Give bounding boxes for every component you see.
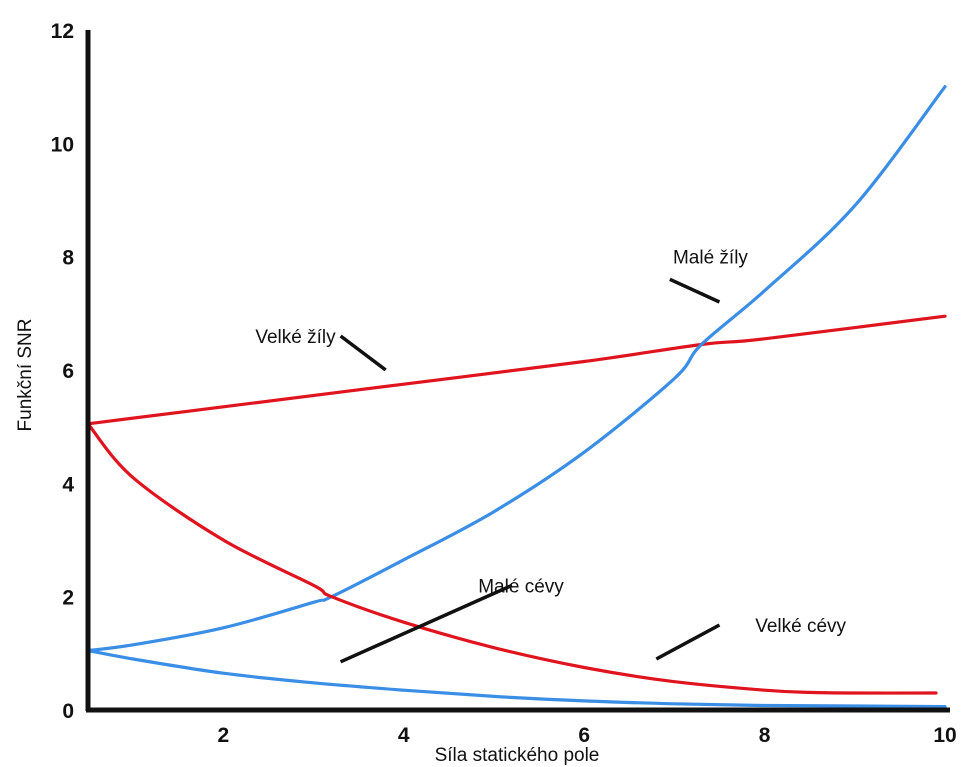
pointer-male-zily [669,277,721,304]
y-tick-10: 10 [51,133,74,156]
label-male-zily: Malé žíly [673,248,748,269]
pointer-male-cevy [339,583,513,664]
annotation-labels: Malé žíly Velké žíly Malé cévy Velké cévy [255,248,846,637]
label-velke-zily: Velké žíly [255,327,336,348]
y-tick-12: 12 [51,20,74,43]
y-axis-title: Funkční SNR [15,319,36,432]
y-tick-0: 0 [62,700,74,723]
series-line-male-zily [86,85,947,653]
x-tick-4: 4 [398,724,410,747]
x-tick-10: 10 [933,724,956,747]
x-axis-title: Síla statického pole [435,745,600,766]
series-line-male-cevy [86,648,947,709]
x-tick-labels: 2 4 6 8 10 [217,724,956,747]
y-tick-6: 6 [62,360,74,383]
series-layer [86,85,947,709]
y-tick-8: 8 [62,247,74,270]
y-tick-2: 2 [62,587,74,610]
label-male-cevy: Malé cévy [478,576,564,597]
y-tick-4: 4 [62,473,74,496]
x-tick-8: 8 [759,724,771,747]
annotation-pointers [339,277,721,664]
y-tick-labels: 0 2 4 6 8 10 12 [51,20,75,723]
label-velke-cevy: Velké cévy [755,616,846,637]
series-line-velke-zily [86,314,947,426]
pointer-velke-zily [339,334,387,372]
x-tick-2: 2 [217,724,229,747]
series-line-velke-cevy [86,422,938,695]
pointer-velke-cevy [655,623,721,661]
x-tick-6: 6 [578,724,590,747]
